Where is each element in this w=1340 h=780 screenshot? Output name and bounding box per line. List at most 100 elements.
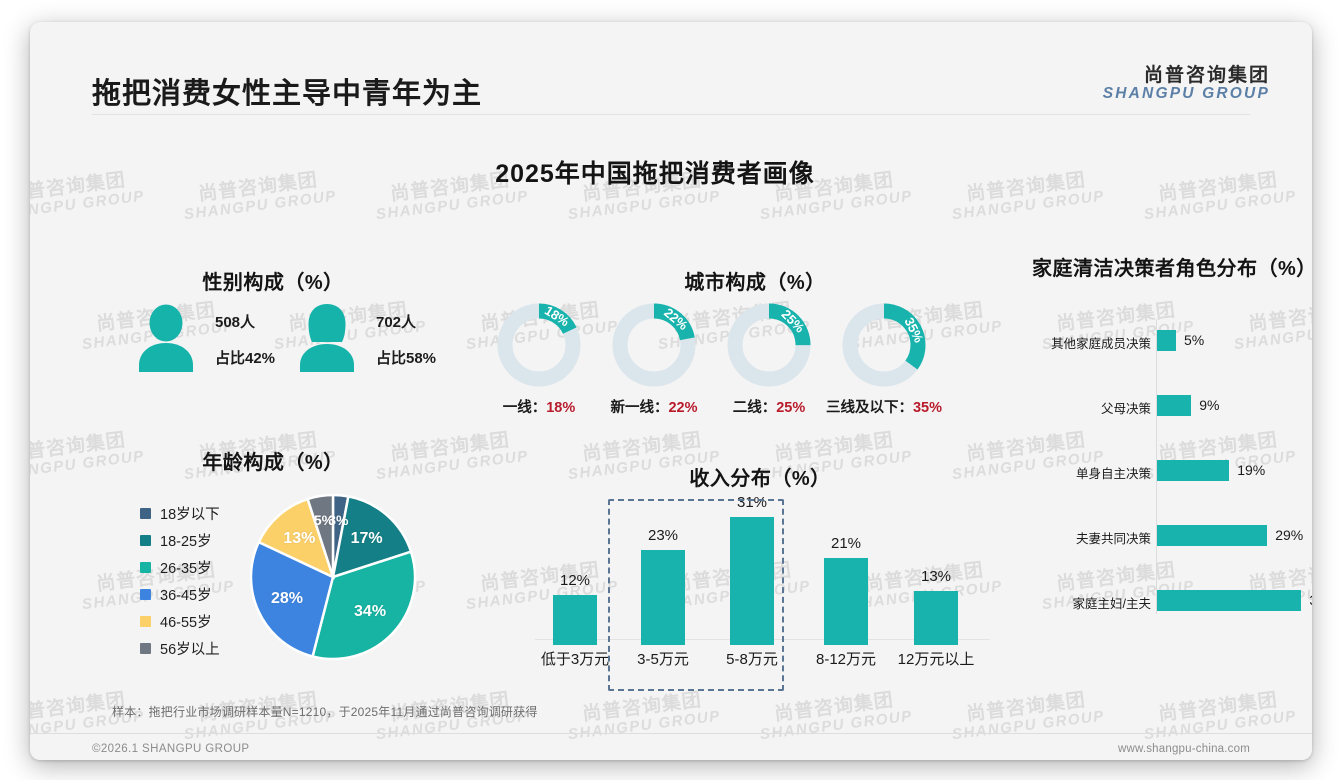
role-bar-value: 9%: [1199, 397, 1220, 413]
legend-label: 36-45岁: [160, 588, 212, 604]
income-bar-value: 23%: [647, 526, 679, 544]
donut-caption: 一线：18%: [459, 396, 619, 417]
legend-swatch: [140, 508, 151, 519]
role-bar-value: 19%: [1237, 462, 1266, 478]
slide-header: 拖把消费女性主导中青年为主 尚普咨询集团 SHANGPU GROUP: [30, 22, 1312, 115]
donut-caption: 新一线：22%: [574, 396, 734, 417]
role-bar: [1157, 460, 1230, 481]
age-legend-item: 26-35岁: [140, 554, 220, 581]
slide-content: 2025年中国拖把消费者画像 性别构成（%） 508人 占比42% 702人 占…: [30, 22, 1312, 760]
legend-swatch: [140, 535, 151, 546]
role-bar: [1157, 395, 1192, 416]
donut-caption-label: 二线：: [732, 400, 777, 416]
age-legend-item: 18-25岁: [140, 527, 220, 554]
legend-label: 18岁以下: [160, 507, 220, 523]
pie-slice-label: 17%: [350, 529, 383, 547]
age-legend-item: 36-45岁: [140, 581, 220, 608]
donut-caption-label: 三线及以下：: [825, 400, 913, 416]
legend-label: 18-25岁: [160, 534, 212, 550]
main-title: 2025年中国拖把消费者画像: [495, 160, 815, 188]
pie-slice-label: 34%: [354, 602, 387, 620]
income-highlight-box: [608, 499, 784, 691]
donut-caption-label: 新一线：: [610, 400, 669, 416]
income-category-label: 12万元以上: [897, 651, 975, 668]
age-legend-item: 18岁以下: [140, 500, 220, 527]
legend-label: 26-35岁: [160, 561, 212, 577]
pie-slice-label: 13%: [283, 529, 316, 547]
role-bar-value: 29%: [1275, 527, 1304, 543]
city-donut: 22%: [608, 299, 700, 391]
age-chart-title: 年龄构成（%）: [202, 452, 344, 474]
role-bar-value: 5%: [1184, 332, 1205, 348]
city-donut: 18%: [493, 299, 585, 391]
income-category-label: 8-12万元: [815, 651, 877, 668]
legend-swatch: [140, 643, 151, 654]
role-bar: [1157, 590, 1302, 611]
role-bar-value: 38%: [1309, 592, 1312, 608]
income-category-label: 低于3万元: [540, 651, 610, 668]
footer-divider: [30, 733, 1312, 734]
income-bar: [641, 549, 685, 645]
brand-name-en: SHANGPU GROUP: [1102, 85, 1270, 103]
roles-axis-line: [1156, 319, 1157, 614]
page-title: 拖把消费女性主导中青年为主: [92, 78, 483, 110]
roles-chart-title: 家庭清洁决策者角色分布（%）: [1032, 258, 1312, 280]
donut-value-arc: [497, 303, 581, 387]
donut-caption-value: 35%: [912, 400, 943, 416]
website-link[interactable]: www.shangpu-china.com: [1117, 743, 1250, 755]
city-chart-title: 城市构成（%）: [684, 272, 826, 294]
donut-caption: 二线：25%: [689, 396, 849, 417]
income-bar-value: 13%: [920, 568, 952, 586]
female-share: 占比58%: [376, 350, 437, 367]
donut-value-arc: [842, 303, 926, 387]
pie-slice: [257, 497, 336, 580]
donut-caption-label: 一线：: [502, 400, 547, 416]
role-category-label: 家庭主妇/主夫: [1072, 597, 1151, 611]
male-share: 占比42%: [215, 350, 276, 367]
donut-caption-value: 25%: [776, 400, 806, 416]
income-bar: [553, 595, 597, 645]
income-bar-value: 31%: [736, 493, 768, 511]
income-bar-value: 21%: [830, 535, 862, 552]
sample-note: 样本：拖把行业市场调研样本量N=1210，于2025年11月通过尚普咨询调研获得: [112, 705, 538, 719]
donut-caption-value: 22%: [668, 400, 698, 416]
age-legend-item: 56岁以上: [140, 635, 220, 662]
pie-slice: [311, 550, 417, 661]
income-bar: [730, 516, 774, 645]
copyright-text: ©2026.1 SHANGPU GROUP: [92, 743, 250, 755]
city-donut: 25%: [723, 299, 815, 391]
legend-label: 56岁以上: [160, 642, 220, 658]
pie-slice-label: 3%: [328, 511, 349, 528]
role-category-label: 夫妻共同决策: [1075, 532, 1151, 546]
brand-name-cn: 尚普咨询集团: [1143, 65, 1270, 86]
female-count: 702人: [376, 314, 417, 331]
pie-slice: [306, 493, 335, 578]
donut-value-arc: [612, 303, 696, 387]
role-category-label: 单身自主决策: [1075, 467, 1151, 481]
role-bar: [1157, 525, 1268, 546]
donut-caption-value: 18%: [546, 400, 576, 416]
age-pie-chart: 3% 17% 34% 28% 13% 5%: [243, 487, 423, 667]
pie-slice: [249, 540, 335, 658]
income-bar: [914, 591, 958, 645]
income-category-label: 5-8万元: [726, 651, 778, 668]
male-person-icon: [135, 304, 197, 372]
legend-swatch: [140, 589, 151, 600]
male-count: 508人: [215, 314, 256, 331]
age-legend-item: 46-55岁: [140, 608, 220, 635]
header-divider: [92, 114, 1250, 115]
income-bar-chart: 12% 23% 31% 21% 13%: [530, 494, 990, 645]
pie-slice-label: 5%: [313, 512, 335, 529]
income-bar-value: 12%: [559, 572, 591, 590]
role-category-label: 父母决策: [1100, 402, 1151, 416]
gender-section-title: 性别构成（%）: [202, 272, 344, 294]
pie-slice-label: 28%: [270, 589, 303, 607]
legend-label: 46-55岁: [160, 615, 212, 631]
donut-value-arc: [727, 303, 811, 387]
role-category-label: 其他家庭成员决策: [1050, 337, 1151, 351]
income-chart-title: 收入分布（%）: [689, 468, 831, 490]
age-chart-legend: 18岁以下 18-25岁 26-35岁 36-45岁 46-55岁 56岁以上: [140, 500, 220, 662]
female-person-icon: [296, 304, 358, 372]
income-category-label: 3-5万元: [637, 651, 689, 668]
legend-swatch: [140, 616, 151, 627]
